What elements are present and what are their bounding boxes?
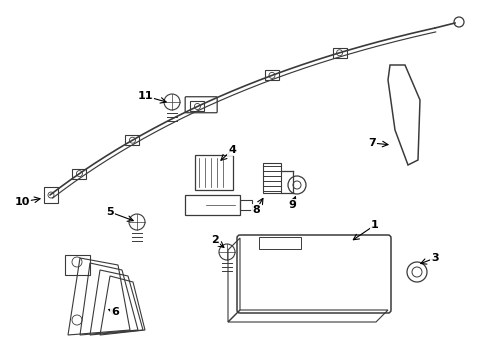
Text: 1: 1 bbox=[371, 220, 379, 230]
Text: 8: 8 bbox=[252, 205, 260, 215]
Text: 9: 9 bbox=[288, 200, 296, 210]
Text: 2: 2 bbox=[211, 235, 219, 245]
Text: 10: 10 bbox=[14, 197, 30, 207]
Text: 6: 6 bbox=[111, 307, 119, 317]
Text: 11: 11 bbox=[137, 91, 153, 101]
Text: 5: 5 bbox=[106, 207, 114, 217]
Text: 4: 4 bbox=[228, 145, 236, 155]
Text: 7: 7 bbox=[368, 138, 376, 148]
Text: 3: 3 bbox=[431, 253, 439, 263]
